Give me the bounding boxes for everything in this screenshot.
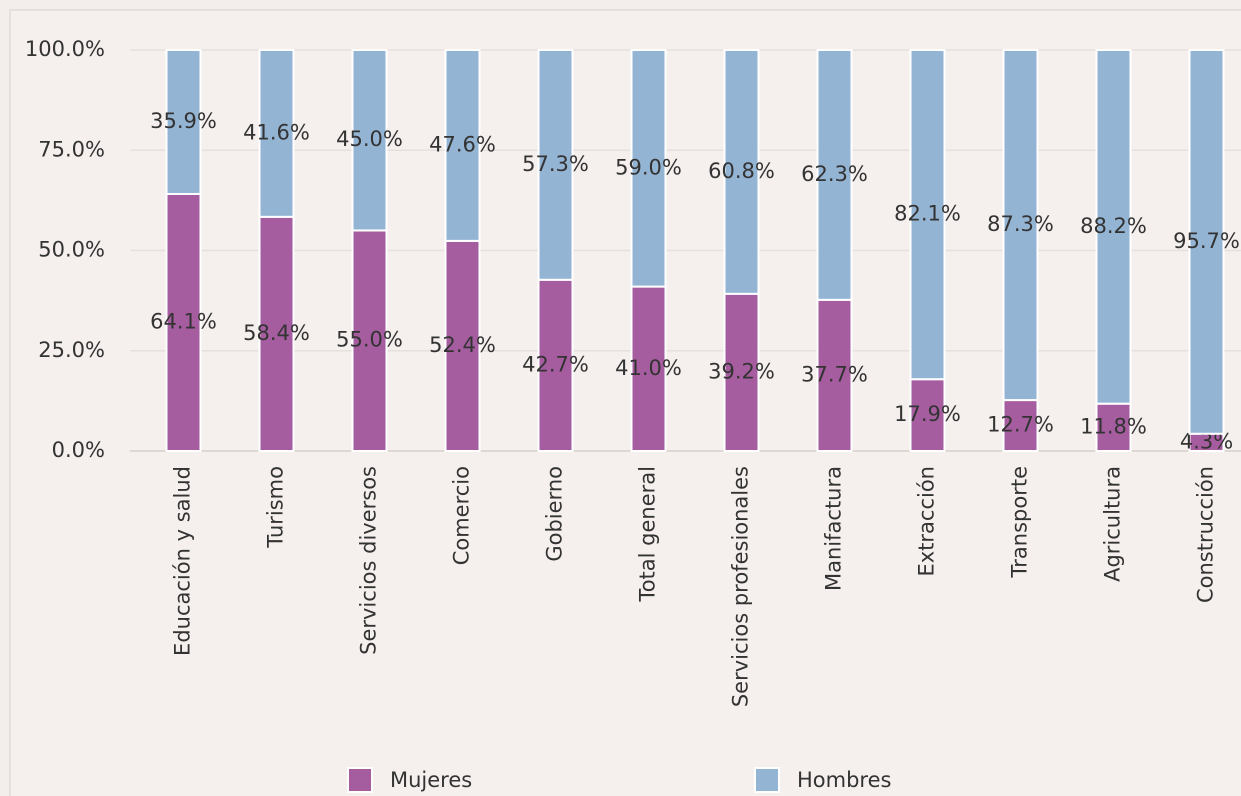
data-label: 42.7% — [522, 352, 589, 376]
bar-segment — [537, 278, 574, 453]
data-label: 45.0% — [336, 127, 403, 151]
data-label: 41.0% — [615, 356, 682, 380]
data-label: 59.0% — [615, 155, 682, 179]
data-label: 58.4% — [243, 321, 310, 345]
legend-label: Hombres — [797, 768, 891, 792]
bar-segment — [909, 378, 946, 453]
x-tick-label: Extracción — [915, 466, 939, 577]
data-label: 87.3% — [987, 212, 1054, 236]
bar-segment — [1188, 49, 1225, 435]
bar-segment — [816, 49, 853, 301]
bar-segment — [909, 49, 946, 381]
data-label: 11.8% — [1080, 414, 1147, 438]
data-label: 55.0% — [336, 328, 403, 352]
x-tick-label: Total general — [636, 466, 660, 603]
data-label: 41.6% — [243, 120, 310, 144]
bar-segment — [258, 49, 295, 218]
x-tick-label: Educación y salud — [171, 466, 195, 656]
x-tick-label: Servicios diversos — [357, 466, 381, 655]
x-tick-label: Manifactura — [822, 466, 846, 591]
data-label: 88.2% — [1080, 214, 1147, 238]
data-label: 17.9% — [894, 402, 961, 426]
bar-segment — [816, 298, 853, 452]
bar-segment — [630, 49, 667, 288]
bar-segment — [444, 49, 481, 242]
bar-segment — [258, 215, 295, 452]
y-tick-label: 25.0% — [38, 338, 105, 362]
x-tick-label: Agricultura — [1101, 466, 1125, 582]
data-label: 12.7% — [987, 413, 1054, 437]
data-label: 39.2% — [708, 359, 775, 383]
legend-label: Mujeres — [390, 768, 472, 792]
data-label: 37.7% — [801, 362, 868, 386]
y-tick-label: 50.0% — [38, 238, 105, 262]
legend-swatch — [347, 767, 373, 793]
bar-segment — [351, 49, 388, 232]
bar-segment — [723, 292, 760, 453]
bar-segment — [444, 239, 481, 452]
x-tick-label: Gobierno — [543, 466, 567, 562]
y-tick-label: 0.0% — [52, 438, 105, 462]
x-tick-label: Comercio — [450, 466, 474, 565]
x-tick-label: Turismo — [264, 466, 288, 549]
bar-segment — [630, 285, 667, 452]
y-tick-label: 100.0% — [25, 37, 105, 61]
x-tick-label: Construcción — [1194, 466, 1218, 603]
x-tick-label: Transporte — [1008, 466, 1032, 578]
data-label: 52.4% — [429, 333, 496, 357]
y-tick-label: 75.0% — [38, 137, 105, 161]
legend-swatch — [754, 767, 780, 793]
data-label: 64.1% — [150, 309, 217, 333]
bar-segment — [537, 49, 574, 281]
bar-segment — [1095, 49, 1132, 405]
bar-segment — [165, 49, 202, 195]
data-label: 60.8% — [708, 159, 775, 183]
bar-segment — [1002, 49, 1039, 402]
data-label: 82.1% — [894, 202, 961, 226]
data-label: 57.3% — [522, 152, 589, 176]
bar-segment — [723, 49, 760, 295]
data-label: 47.6% — [429, 132, 496, 156]
data-label: 35.9% — [150, 109, 217, 133]
x-tick-label: Servicios profesionales — [729, 466, 753, 707]
bar-segment — [351, 229, 388, 452]
data-label: 95.7% — [1173, 229, 1240, 253]
data-label: 62.3% — [801, 162, 868, 186]
